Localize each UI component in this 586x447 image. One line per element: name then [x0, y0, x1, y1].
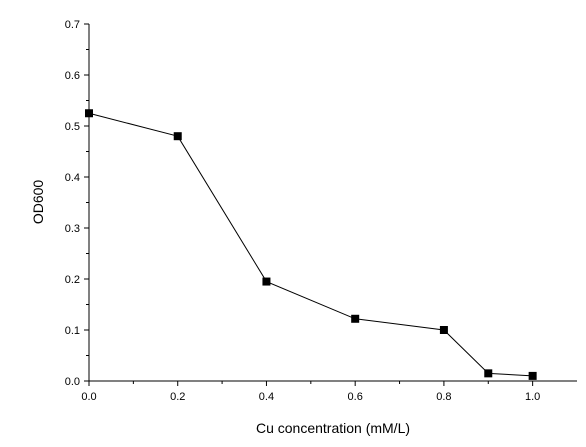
x-tick-label: 0.6 [348, 391, 363, 403]
series-line [88, 112, 533, 377]
x-tick-label: 0.8 [436, 391, 451, 403]
data-point [85, 109, 93, 118]
x-tick-label: 1.0 [525, 391, 540, 403]
x-tick-label: 0.4 [259, 391, 274, 403]
y-tick-label: 0.7 [65, 19, 80, 31]
data-point [439, 326, 448, 334]
data-point [351, 314, 360, 323]
data-point [173, 132, 182, 141]
series-layer [85, 109, 537, 380]
y-axis-title: OD600 [30, 180, 46, 225]
axes [88, 24, 577, 382]
data-point [262, 277, 271, 286]
x-ticks: 0.0 0.2 0.4 0.6 0.8 1.0 [81, 381, 540, 403]
y-tick-label: 0.3 [65, 223, 80, 235]
y-ticks: 0.0 0.1 0.2 0.3 0.4 0.5 0.6 0.7 [65, 19, 89, 388]
y-tick-label: 0.0 [65, 376, 80, 388]
x-tick-label: 0.2 [170, 391, 185, 403]
y-tick-label: 0.2 [65, 274, 80, 286]
data-point [528, 371, 537, 380]
y-tick-label: 0.6 [65, 70, 80, 82]
y-tick-label: 0.1 [65, 325, 80, 337]
x-tick-label: 0.0 [81, 391, 96, 403]
y-tick-label: 0.5 [65, 121, 80, 133]
x-axis-title: Cu concentration (mM/L) [256, 420, 410, 436]
y-tick-label: 0.4 [65, 172, 80, 184]
data-point [484, 369, 493, 378]
